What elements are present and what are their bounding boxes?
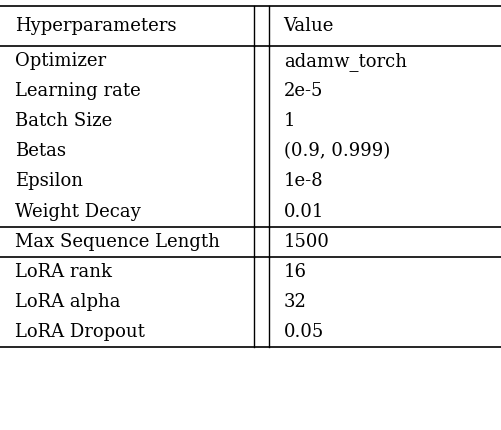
Text: Max Sequence Length: Max Sequence Length — [15, 233, 219, 251]
Text: 2e-5: 2e-5 — [283, 82, 322, 100]
Text: LoRA Dropout: LoRA Dropout — [15, 323, 145, 341]
Text: (0.9, 0.999): (0.9, 0.999) — [283, 142, 389, 160]
Text: 1e-8: 1e-8 — [283, 172, 323, 190]
Text: 16: 16 — [283, 263, 306, 281]
Text: 0.01: 0.01 — [283, 203, 323, 221]
Text: Value: Value — [283, 17, 333, 35]
Text: 0.05: 0.05 — [283, 323, 323, 341]
Text: adamw_torch: adamw_torch — [283, 52, 406, 71]
Text: 1: 1 — [283, 112, 295, 130]
Text: Optimizer: Optimizer — [15, 52, 106, 70]
Text: Betas: Betas — [15, 142, 66, 160]
Text: LoRA alpha: LoRA alpha — [15, 293, 120, 311]
Text: Learning rate: Learning rate — [15, 82, 140, 100]
Text: Hyperparameters: Hyperparameters — [15, 17, 176, 35]
Text: Weight Decay: Weight Decay — [15, 203, 140, 221]
Text: 1500: 1500 — [283, 233, 329, 251]
Text: LoRA rank: LoRA rank — [15, 263, 112, 281]
Text: Epsilon: Epsilon — [15, 172, 83, 190]
Text: Batch Size: Batch Size — [15, 112, 112, 130]
Text: 32: 32 — [283, 293, 306, 311]
